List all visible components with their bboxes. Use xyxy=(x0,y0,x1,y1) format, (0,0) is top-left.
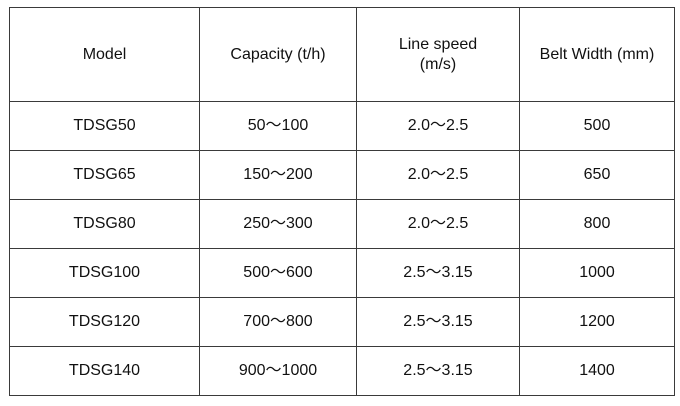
cell-capacity: 50～100 xyxy=(199,101,357,151)
cell-belt-width: 1400 xyxy=(519,346,675,396)
cell-belt-width: 1200 xyxy=(519,297,675,347)
table-row: TDSG80 250～300 2.0～2.5 800 xyxy=(9,199,675,249)
cell-belt-width: 500 xyxy=(519,101,675,151)
cell-belt-width: 800 xyxy=(519,199,675,249)
cell-model: TDSG80 xyxy=(9,199,200,249)
header-row: Model Capacity (t/h) Line speed (m/s) Be… xyxy=(9,7,675,102)
table-row: TDSG120 700～800 2.5～3.15 1200 xyxy=(9,297,675,347)
cell-capacity: 500～600 xyxy=(199,248,357,298)
cell-model: TDSG50 xyxy=(9,101,200,151)
cell-capacity: 250～300 xyxy=(199,199,357,249)
cell-capacity: 150～200 xyxy=(199,150,357,200)
header-capacity-label: Capacity (t/h) xyxy=(230,45,326,63)
table-row: TDSG100 500～600 2.5～3.15 1000 xyxy=(9,248,675,298)
cell-model: TDSG140 xyxy=(9,346,200,396)
header-model-label: Model xyxy=(82,45,127,63)
header-line-speed-unit: (m/s) xyxy=(419,55,457,73)
cell-capacity: 700～800 xyxy=(199,297,357,347)
cell-line-speed: 2.5～3.15 xyxy=(356,297,520,347)
cell-model: TDSG120 xyxy=(9,297,200,347)
cell-belt-width: 1000 xyxy=(519,248,675,298)
cell-line-speed: 2.0～2.5 xyxy=(356,199,520,249)
specification-table: Model Capacity (t/h) Line speed (m/s) Be… xyxy=(9,7,675,396)
table-row: TDSG140 900～1000 2.5～3.15 1400 xyxy=(9,346,675,396)
cell-model: TDSG65 xyxy=(9,150,200,200)
header-belt-width: Belt Width (mm) xyxy=(519,7,675,102)
cell-line-speed: 2.0～2.5 xyxy=(356,150,520,200)
cell-model: TDSG100 xyxy=(9,248,200,298)
header-line-speed-label: Line speed xyxy=(398,35,478,53)
cell-line-speed: 2.5～3.15 xyxy=(356,248,520,298)
table-body: TDSG50 50～100 2.0～2.5 500 TDSG65 150～200… xyxy=(9,101,675,396)
header-line-speed: Line speed (m/s) xyxy=(356,7,520,102)
header-model: Model xyxy=(9,7,200,102)
table-header: Model Capacity (t/h) Line speed (m/s) Be… xyxy=(9,7,675,102)
header-capacity: Capacity (t/h) xyxy=(199,7,357,102)
header-belt-width-label: Belt Width (mm) xyxy=(539,45,655,63)
table-row: TDSG50 50～100 2.0～2.5 500 xyxy=(9,101,675,151)
cell-line-speed: 2.0～2.5 xyxy=(356,101,520,151)
cell-belt-width: 650 xyxy=(519,150,675,200)
cell-capacity: 900～1000 xyxy=(199,346,357,396)
table-row: TDSG65 150～200 2.0～2.5 650 xyxy=(9,150,675,200)
cell-line-speed: 2.5～3.15 xyxy=(356,346,520,396)
